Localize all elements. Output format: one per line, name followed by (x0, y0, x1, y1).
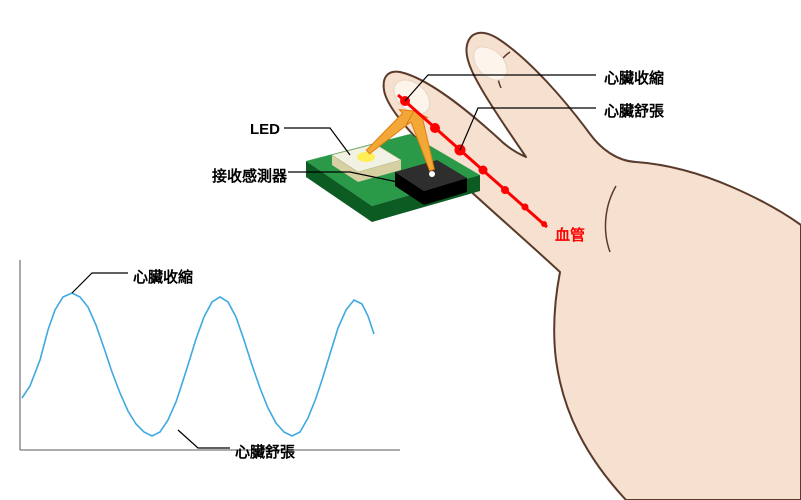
label-wave-diastole: 心臟舒張 (235, 441, 295, 462)
leader-wave-diastole (178, 430, 230, 448)
leader-wave-systole (72, 273, 128, 293)
label-vessel: 血管 (555, 224, 585, 245)
label-receiver: 接收感測器 (212, 165, 287, 186)
pulse-waveform-chart (0, 0, 801, 500)
wave-line (22, 293, 374, 436)
label-systole-top: 心臟收縮 (604, 67, 664, 88)
diagram-root: LED 接收感測器 心臟收縮 心臟舒張 血管 心臟收縮 心臟舒張 (0, 0, 801, 500)
label-diastole-top: 心臟舒張 (604, 100, 664, 121)
label-wave-systole: 心臟收縮 (133, 266, 193, 287)
label-led: LED (250, 121, 280, 138)
